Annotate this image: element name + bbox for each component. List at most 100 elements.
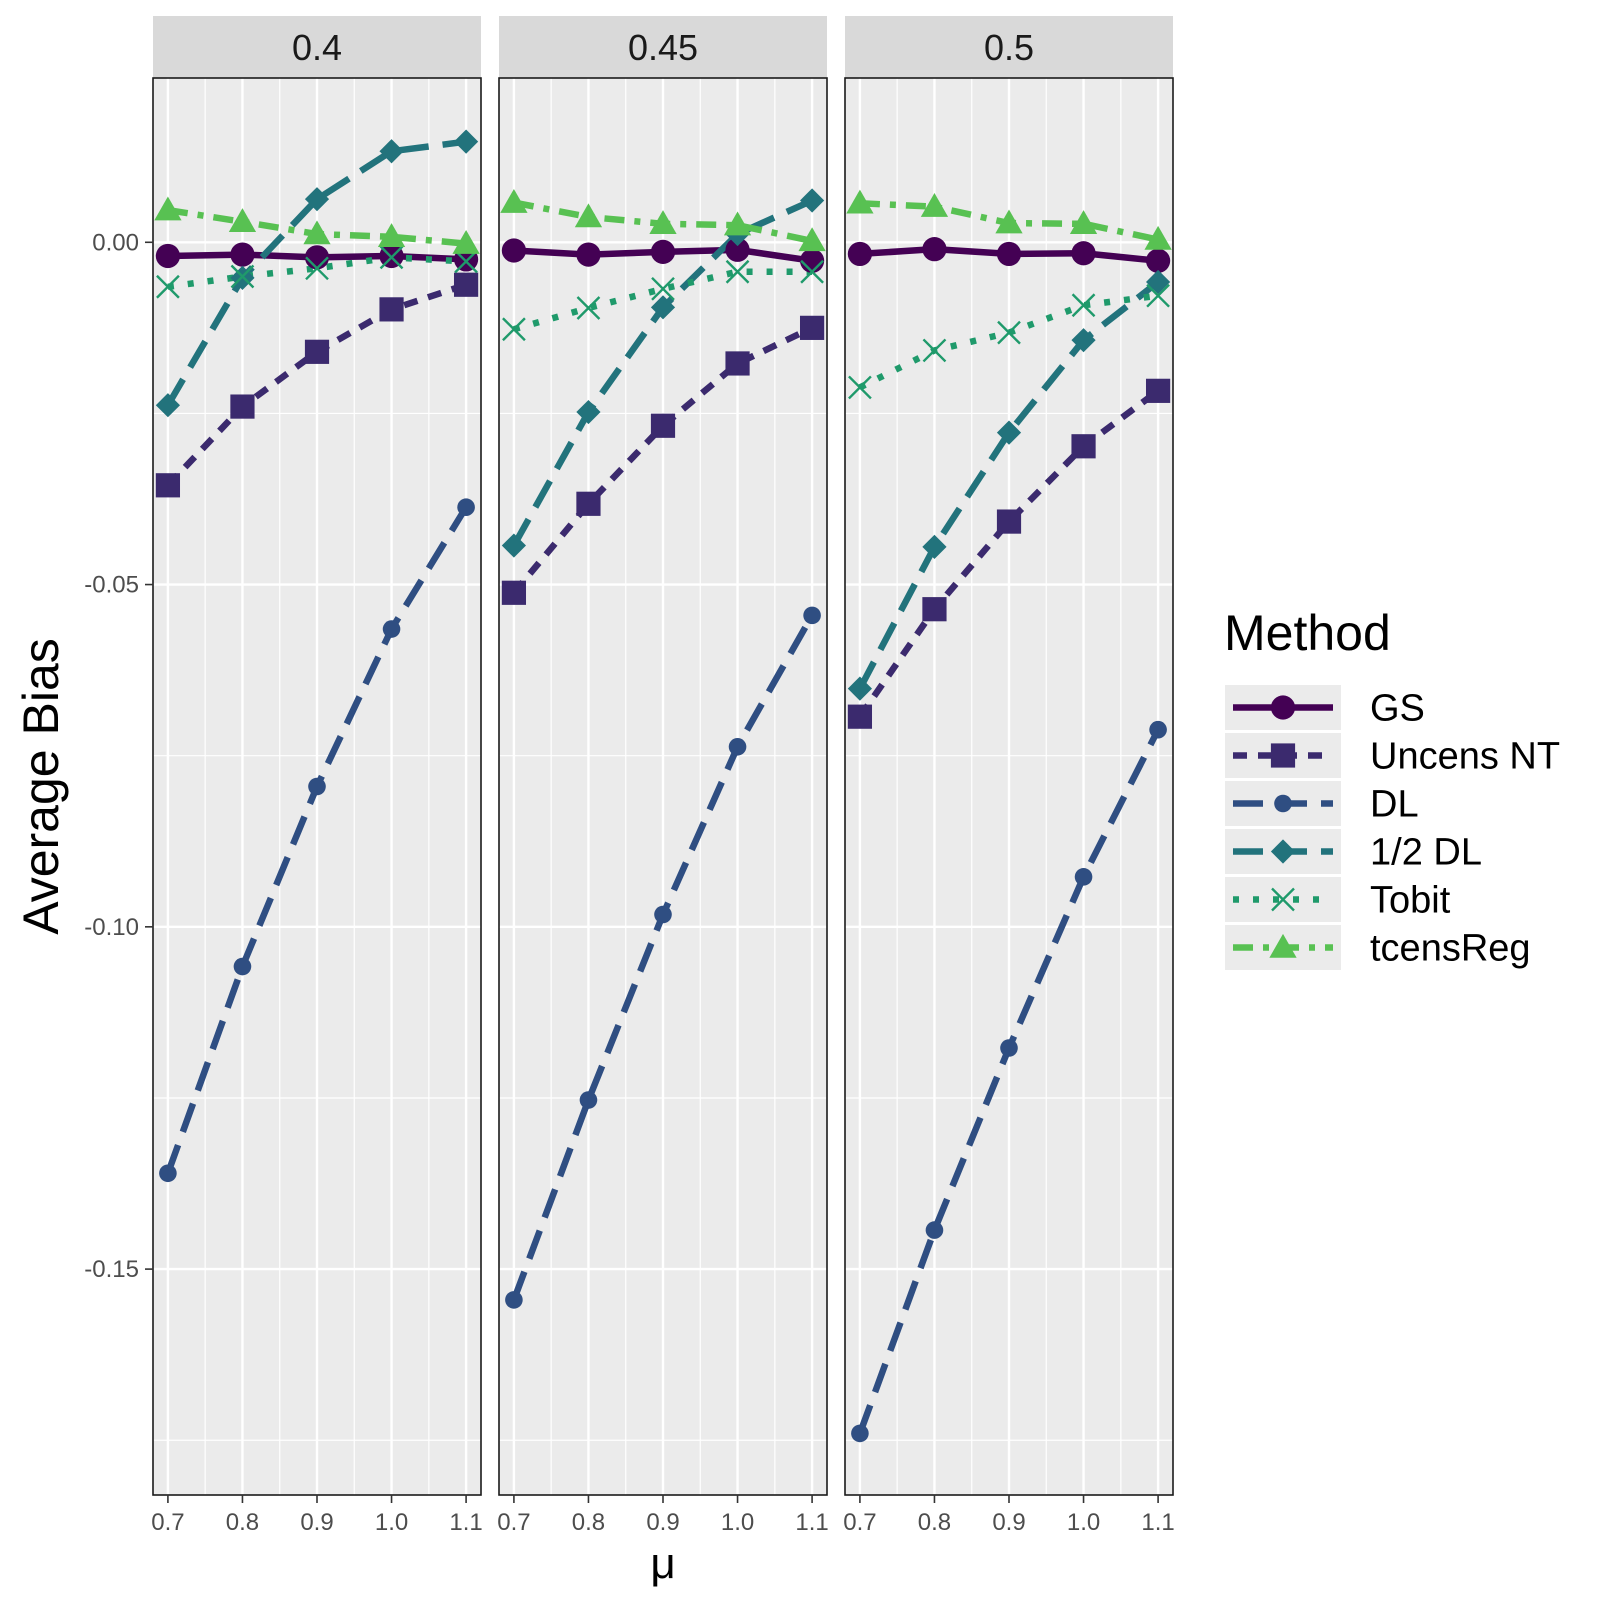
data-point-gs <box>1145 248 1171 273</box>
facet-panel-0-5: 0.5 0.7 0.8 0.9 1.0 1.1 <box>843 16 1175 1536</box>
data-point-tobit <box>800 259 824 284</box>
legend-label: Uncens NT <box>1370 736 1560 778</box>
facet-strip <box>153 16 481 78</box>
data-point-tcensreg <box>574 203 603 228</box>
legend-label: tcensReg <box>1370 928 1531 970</box>
legend-item-tcensreg: tcensReg <box>1225 925 1531 970</box>
data-point-tobit <box>576 296 601 320</box>
y-axis-title: Average Bias <box>13 638 69 934</box>
data-point-tobit <box>1146 283 1170 308</box>
data-point-tcensreg <box>649 210 677 235</box>
data-point-dl <box>505 1291 523 1309</box>
data-point-gs <box>155 243 181 269</box>
data-point-tcensreg <box>846 189 874 214</box>
legend-label: GS <box>1370 688 1425 730</box>
data-point-1-2-dl <box>501 533 527 558</box>
legend-item-1-2-dl: 1/2 DL <box>1225 829 1482 874</box>
data-point-dl <box>1000 1039 1018 1057</box>
data-point-uncens-nt <box>847 704 873 729</box>
data-point-gs <box>304 245 330 270</box>
x-tick-label: 0.8 <box>226 1509 259 1536</box>
data-point-tcensreg <box>798 227 826 252</box>
legend-key-marker <box>1271 887 1295 912</box>
data-point-gs <box>576 242 601 267</box>
data-point-tcensreg <box>1144 225 1172 250</box>
data-point-dl <box>654 905 672 924</box>
data-point-tcensreg <box>377 223 406 248</box>
x-tick-label: 1.1 <box>1141 1509 1174 1536</box>
data-point-gs <box>996 241 1022 267</box>
data-point-tobit <box>1071 293 1096 318</box>
legend-key-marker <box>1270 743 1296 768</box>
x-tick-label: 1.0 <box>1067 1509 1100 1536</box>
data-point-tobit <box>848 375 872 400</box>
legend-key-marker <box>1270 839 1296 864</box>
x-tick-label: 1.1 <box>449 1509 482 1536</box>
legend-title: Method <box>1224 605 1391 661</box>
data-point-uncens-nt <box>576 491 601 516</box>
data-point-tcensreg <box>228 208 257 232</box>
x-tick-label: 1.0 <box>375 1509 408 1536</box>
data-point-dl <box>925 1221 944 1239</box>
x-tick-label: 0.9 <box>646 1509 679 1536</box>
data-point-1-2-dl <box>847 676 873 701</box>
data-point-tcensreg <box>920 193 949 217</box>
x-tick-label: 0.8 <box>918 1509 951 1536</box>
data-point-tobit <box>502 317 526 342</box>
data-point-tobit <box>230 264 255 289</box>
x-tick-label: 0.7 <box>497 1509 530 1536</box>
data-point-tobit <box>305 256 329 281</box>
data-point-1-2-dl <box>799 188 825 213</box>
legend-key-marker <box>1270 695 1296 720</box>
x-axis-title: μ <box>650 1539 675 1588</box>
data-point-gs <box>650 239 676 264</box>
legend-label: DL <box>1370 784 1419 826</box>
data-point-1-2-dl <box>996 420 1022 445</box>
y-tick-label: -0.15 <box>84 1256 139 1283</box>
facet-strip-label: 0.45 <box>628 27 698 68</box>
data-point-tcensreg <box>154 196 182 221</box>
x-tick-label: 0.8 <box>572 1509 605 1536</box>
y-tick-label: 0.00 <box>92 229 139 256</box>
x-tick-label: 1.0 <box>721 1509 754 1536</box>
data-point-uncens-nt <box>725 351 750 376</box>
data-point-tobit <box>454 249 478 274</box>
data-point-tcensreg <box>1069 210 1098 235</box>
data-point-dl <box>728 737 747 756</box>
legend-label: 1/2 DL <box>1370 832 1482 874</box>
data-point-gs <box>725 237 750 262</box>
data-point-dl <box>308 777 326 796</box>
legend-key-marker <box>1269 933 1297 958</box>
data-point-tcensreg <box>723 211 752 236</box>
data-point-uncens-nt <box>453 272 479 297</box>
facet-strip <box>845 16 1173 78</box>
y-tick-label: -0.10 <box>84 914 139 941</box>
x-tick-label: 0.9 <box>300 1509 333 1536</box>
data-point-uncens-nt <box>379 297 404 322</box>
data-point-tobit <box>379 245 404 270</box>
data-point-gs <box>501 238 527 263</box>
data-point-dl <box>159 1164 177 1183</box>
facet-strip-label: 0.5 <box>984 27 1034 68</box>
data-point-uncens-nt <box>922 597 947 622</box>
data-point-dl <box>457 498 475 517</box>
data-point-1-2-dl <box>922 534 947 560</box>
x-tick-label: 0.7 <box>151 1509 184 1536</box>
data-point-uncens-nt <box>996 509 1022 534</box>
data-point-dl <box>382 620 401 638</box>
y-tick-label: -0.05 <box>84 572 139 599</box>
legend: Method GS Uncens NT DL 1/2 DL Tobit tcensReg <box>1224 605 1560 970</box>
data-point-tobit <box>651 276 675 301</box>
series-line-uncens-nt <box>511 324 814 595</box>
data-point-gs <box>922 237 947 262</box>
data-point-tobit <box>997 320 1021 345</box>
facet-strip <box>499 16 827 78</box>
data-point-uncens-nt <box>799 315 825 340</box>
data-point-1-2-dl <box>304 187 330 212</box>
data-point-1-2-dl <box>453 129 479 154</box>
series-line-tobit <box>858 292 1159 391</box>
data-point-tobit <box>922 338 947 363</box>
data-point-uncens-nt <box>230 394 255 419</box>
facet-panel-0-45: 0.45 0.7 0.8 0.9 1.0 1.1 <box>497 16 829 1536</box>
